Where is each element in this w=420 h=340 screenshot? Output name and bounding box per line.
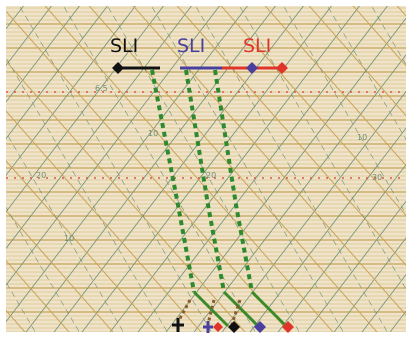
saturated-adiabat-line xyxy=(6,132,124,332)
isotherm-line xyxy=(193,54,406,332)
dry-adiabat-line xyxy=(6,160,158,332)
isotherm-line xyxy=(25,6,276,332)
dry-adiabat-line xyxy=(264,6,406,167)
saturated-adiabat-line xyxy=(6,57,168,332)
isotherm-line xyxy=(53,6,304,332)
black-diamond-bottom xyxy=(228,321,240,333)
isotherm-line xyxy=(361,273,406,332)
saturated-adiabat-line xyxy=(195,6,388,332)
isotherm-line xyxy=(305,200,406,332)
dry-adiabat-line xyxy=(6,259,70,332)
grid-number: 10 xyxy=(357,133,367,142)
isotherm-line xyxy=(137,6,388,332)
saturated-adiabat-line xyxy=(6,206,80,332)
grid-number: 20 xyxy=(206,171,216,180)
dry-adiabat-line xyxy=(220,6,406,217)
grid-number: 10 xyxy=(148,129,158,138)
sli-label-red: SLI xyxy=(243,35,271,57)
grid-number: 6.5 xyxy=(95,84,108,93)
isotherm-line xyxy=(249,127,406,332)
isotherm-line xyxy=(6,6,220,286)
dry-adiabat-line xyxy=(44,6,334,332)
parcel-curve-purple xyxy=(184,69,226,293)
isobar-grid xyxy=(6,7,406,332)
black-cross-marker xyxy=(172,318,184,332)
grid-number: 30 xyxy=(372,173,382,182)
purple-diamond-marker xyxy=(246,62,258,74)
isotherm-line xyxy=(277,164,406,332)
isotherm-line xyxy=(6,6,136,176)
sli-label-black: SLI xyxy=(110,35,138,57)
lower-segment-purple xyxy=(222,290,260,328)
dry-adiabat-line xyxy=(6,110,202,332)
paper-background xyxy=(6,6,406,332)
mixing-ratio-dots xyxy=(6,91,406,179)
isotherm-line xyxy=(6,6,108,140)
red-diamond-marker xyxy=(276,62,288,74)
dry-adiabat-line xyxy=(132,6,406,316)
isotherm-line xyxy=(6,6,192,250)
dry-adiabat-line xyxy=(6,10,290,332)
parcel-curve-black xyxy=(150,69,196,293)
lower-segment-red xyxy=(250,290,288,328)
red-diamond-bottom xyxy=(282,321,294,333)
isotherm-line xyxy=(221,90,406,332)
dry-adiabat-line xyxy=(352,6,406,67)
saturated-adiabat-line xyxy=(63,6,256,332)
purple-cross-marker xyxy=(203,321,213,333)
saturated-adiabat-line xyxy=(412,0,420,340)
isotherm-line xyxy=(6,6,164,213)
dry-adiabat-line xyxy=(6,60,246,332)
isotherm-line xyxy=(412,0,420,340)
isotherm-line xyxy=(6,6,52,67)
purple-diamond-bottom xyxy=(254,321,266,333)
saturated-adiabat-line xyxy=(151,6,344,332)
dry-adiabat-line xyxy=(308,6,406,117)
small-red-diamond xyxy=(213,322,223,332)
dry-adiabat-line xyxy=(176,6,406,266)
dewpoint-trace-black xyxy=(176,299,192,323)
dewpoint-trace-red xyxy=(230,299,242,325)
saturated-adiabat-line xyxy=(107,6,300,332)
isotherm-line xyxy=(165,17,406,332)
saturated-adiabat-line xyxy=(19,6,212,332)
saturated-adiabat-line xyxy=(6,281,36,332)
isotherm-line xyxy=(6,6,80,103)
isotherm-line xyxy=(81,6,332,332)
grid-number: 20 xyxy=(36,171,46,180)
lower-segment-black xyxy=(192,290,230,328)
isotherm-line xyxy=(6,6,248,323)
dry-adiabat-line xyxy=(6,210,114,332)
dewpoint-trace-purple xyxy=(206,299,216,325)
isotherm-line xyxy=(333,237,406,332)
grid-number: 10 xyxy=(64,234,74,243)
black-diamond-marker xyxy=(112,62,124,74)
sli-label-purple: SLI xyxy=(177,35,205,57)
dry-adiabat-line xyxy=(88,6,378,332)
saturated-adiabat-line xyxy=(239,6,406,290)
parcel-curve-red xyxy=(213,69,254,293)
